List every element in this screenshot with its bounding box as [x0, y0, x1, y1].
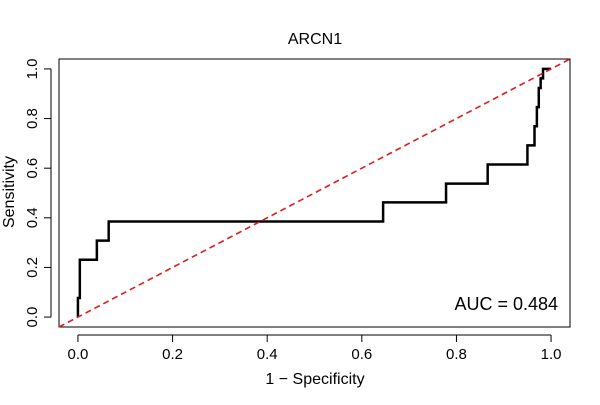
x-axis-label: 1 − Specificity: [265, 371, 364, 388]
x-tick-label: 0.0: [67, 346, 88, 363]
auc-annotation: AUC = 0.484: [454, 294, 558, 314]
y-axis-label: Sensitivity: [1, 156, 18, 228]
x-tick-label: 0.4: [257, 346, 278, 363]
chart-title: ARCN1: [288, 31, 342, 48]
x-tick-label: 0.2: [162, 346, 183, 363]
x-tick-label: 1.0: [541, 346, 562, 363]
y-tick-label: 0.8: [24, 108, 41, 129]
x-tick-label: 0.6: [351, 346, 372, 363]
roc-curve-line: [76, 67, 552, 318]
x-tick-label: 0.8: [446, 346, 467, 363]
plot-area: 0.0 0.2 0.4 0.6 0.8 1.0 0.0 0.2 0.4 0.6 0.8 1.0: [24, 58, 571, 363]
plot-frame: [58, 58, 571, 328]
y-tick-label: 1.0: [24, 58, 41, 79]
y-tick-label: 0.0: [24, 307, 41, 328]
y-tick-label: 0.4: [24, 207, 41, 228]
y-tick-label: 0.2: [24, 257, 41, 278]
reference-diagonal-line: [58, 58, 571, 328]
y-tick-label: 0.6: [24, 158, 41, 179]
